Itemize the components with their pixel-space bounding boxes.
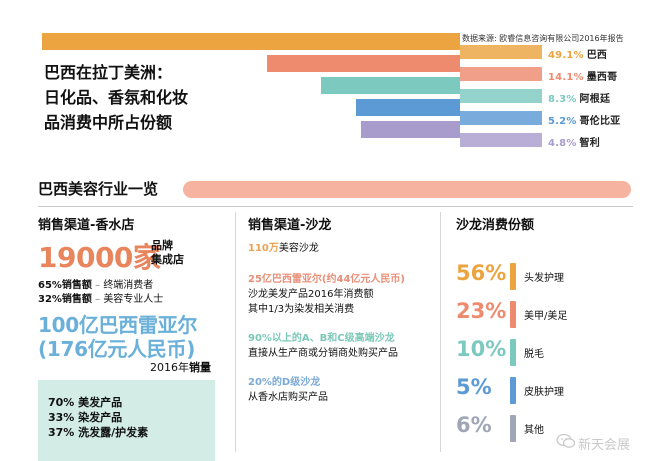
salon-spend-head: 25亿巴西雷亚尔(约44亿元人民币)	[248, 270, 405, 285]
ribbon-value-label: 49.1%	[548, 50, 584, 61]
product-share-hair: 70% 美发产品	[48, 396, 123, 409]
ribbon-value-label: 14.1%	[548, 72, 584, 83]
salon-count-label: 美容沙龙	[278, 243, 319, 254]
ribbon-label-2: 8.3% 阿根廷	[548, 90, 610, 105]
sales-share-professionals-pct: 32%销售额	[38, 294, 92, 305]
ribbon-fold-2	[460, 89, 542, 103]
high-end-salon-line-2: 直接从生产商或分销商处购买产品	[248, 348, 398, 359]
salon-share-label: 头发护理	[524, 273, 564, 284]
salon-share-label: 美甲/美足	[524, 311, 568, 322]
salon-share-marker	[510, 377, 516, 404]
column-divider-1	[235, 212, 236, 452]
column-divider-2	[440, 212, 441, 452]
ribbon-category-label: 哥伦比亚	[579, 116, 621, 127]
salon-share-marker	[510, 263, 516, 290]
sales-year-label: 2016年销量	[150, 359, 211, 375]
ribbon-value-label: 4.8%	[548, 138, 577, 149]
salon-share-pct: 23%	[456, 299, 507, 323]
salon-share-pct: 6%	[456, 413, 492, 437]
ribbon-bar-0	[42, 33, 460, 50]
salon-spend-line-2: 沙龙美发产品2016年消费额	[248, 289, 374, 300]
high-end-salon-head: 90%以上的A、B和C级高端沙龙	[248, 329, 395, 344]
section-title-bar	[183, 181, 631, 198]
product-share-dye: 33% 染发产品	[48, 411, 123, 424]
ribbon-category-label: 墨西哥	[586, 72, 618, 83]
section-title: 巴西美容行业一览	[38, 180, 159, 198]
salon-share-pct: 5%	[456, 375, 492, 399]
ribbon-label-1: 14.1% 墨西哥	[548, 68, 617, 83]
salon-share-label: 皮肤护理	[524, 387, 564, 398]
sales-share-professionals-label: 美容专业人士	[103, 294, 164, 305]
salon-share-pct: 10%	[456, 337, 507, 361]
store-count-suffix-1: 品牌	[151, 239, 173, 252]
sales-share-consumers: 65%销售额 – 终端消费者	[38, 280, 154, 291]
ribbon-value-label: 5.2%	[548, 116, 577, 127]
sales-share-professionals: 32%销售额 – 美容专业人士	[38, 294, 164, 305]
wechat-logo-icon	[556, 433, 576, 448]
d-class-salon-head: 20%的D级沙龙	[248, 373, 320, 388]
chart-title-line-1: 巴西在拉丁美洲：	[44, 63, 173, 82]
ribbon-category-label: 智利	[579, 138, 600, 149]
salon-share-label: 脱毛	[524, 349, 544, 360]
salon-share-marker	[510, 339, 516, 366]
section-divider	[38, 206, 633, 207]
salon-heading: 销售渠道-沙龙	[248, 218, 332, 233]
d-class-salon-line-2: 从香水店购买产品	[248, 392, 328, 403]
salon-share-marker	[510, 301, 516, 328]
d-class-salon-share: 20%的D级沙龙	[248, 377, 321, 388]
store-count: 19000家	[38, 241, 161, 274]
salon-share-label: 其他	[524, 425, 544, 436]
ribbon-fold-3	[460, 111, 542, 125]
ribbon-label-0: 49.1% 巴西	[548, 46, 607, 61]
ribbon-fold-4	[460, 133, 542, 147]
salon-spend-line-3: 其中1/3为染发相关消费	[248, 304, 355, 315]
sales-share-consumers-label: 终端消费者	[103, 280, 154, 291]
ribbon-category-label: 阿根廷	[579, 94, 611, 105]
ribbon-value-label: 8.3%	[548, 94, 577, 105]
product-share-shampoo: 37% 洗发露/护发素	[48, 426, 149, 439]
ribbon-bar-1	[267, 55, 460, 72]
ribbon-label-3: 5.2% 哥伦比亚	[548, 112, 620, 127]
ribbon-fold-0	[460, 45, 542, 59]
ribbon-label-4: 4.8% 智利	[548, 134, 600, 149]
high-end-salon-share: 90%以上的A、B和C级高端沙龙	[248, 333, 395, 344]
salon-share-marker	[510, 415, 516, 442]
ribbon-bar-2	[321, 77, 460, 94]
chart-title-line-3: 品消费中所占份额	[44, 113, 173, 132]
salon-spend-amount: 25亿巴西雷亚尔(约44亿元人民币)	[248, 274, 405, 285]
perfume-store-heading: 销售渠道-香水店	[38, 218, 135, 233]
sales-year: 2016年	[150, 361, 189, 374]
chart-title: 巴西在拉丁美洲： 日化品、香氛和化妆 品消费中所占份额	[44, 60, 214, 135]
sales-year-suffix: 销量	[189, 361, 211, 374]
salon-share-pct: 56%	[456, 261, 507, 285]
salon-spend-share-heading: 沙龙消费份额	[456, 218, 535, 233]
ribbon-bar-4	[361, 121, 460, 138]
sales-share-consumers-pct: 65%销售额	[38, 280, 92, 291]
sales-value-rmb: (176亿元人民币)	[38, 337, 196, 361]
store-count-suffix: 品牌 集成店	[151, 239, 184, 267]
ribbon-bar-3	[356, 99, 460, 116]
salon-count-number: 110万	[248, 243, 279, 254]
chart-title-line-2: 日化品、香氛和化妆	[44, 88, 189, 107]
ribbon-category-label: 巴西	[586, 50, 608, 61]
data-source-note: 数据来源: 欧睿信息咨询有限公司2016年报告	[462, 34, 624, 43]
ribbon-fold-1	[460, 67, 542, 81]
sales-value-brl: 100亿巴西雷亚尔	[38, 313, 198, 337]
store-count-suffix-2: 集成店	[151, 253, 184, 266]
watermark-text: 新天会展	[578, 438, 631, 453]
product-share-box	[38, 380, 215, 461]
salon-count: 110万美容沙龙	[248, 239, 319, 254]
